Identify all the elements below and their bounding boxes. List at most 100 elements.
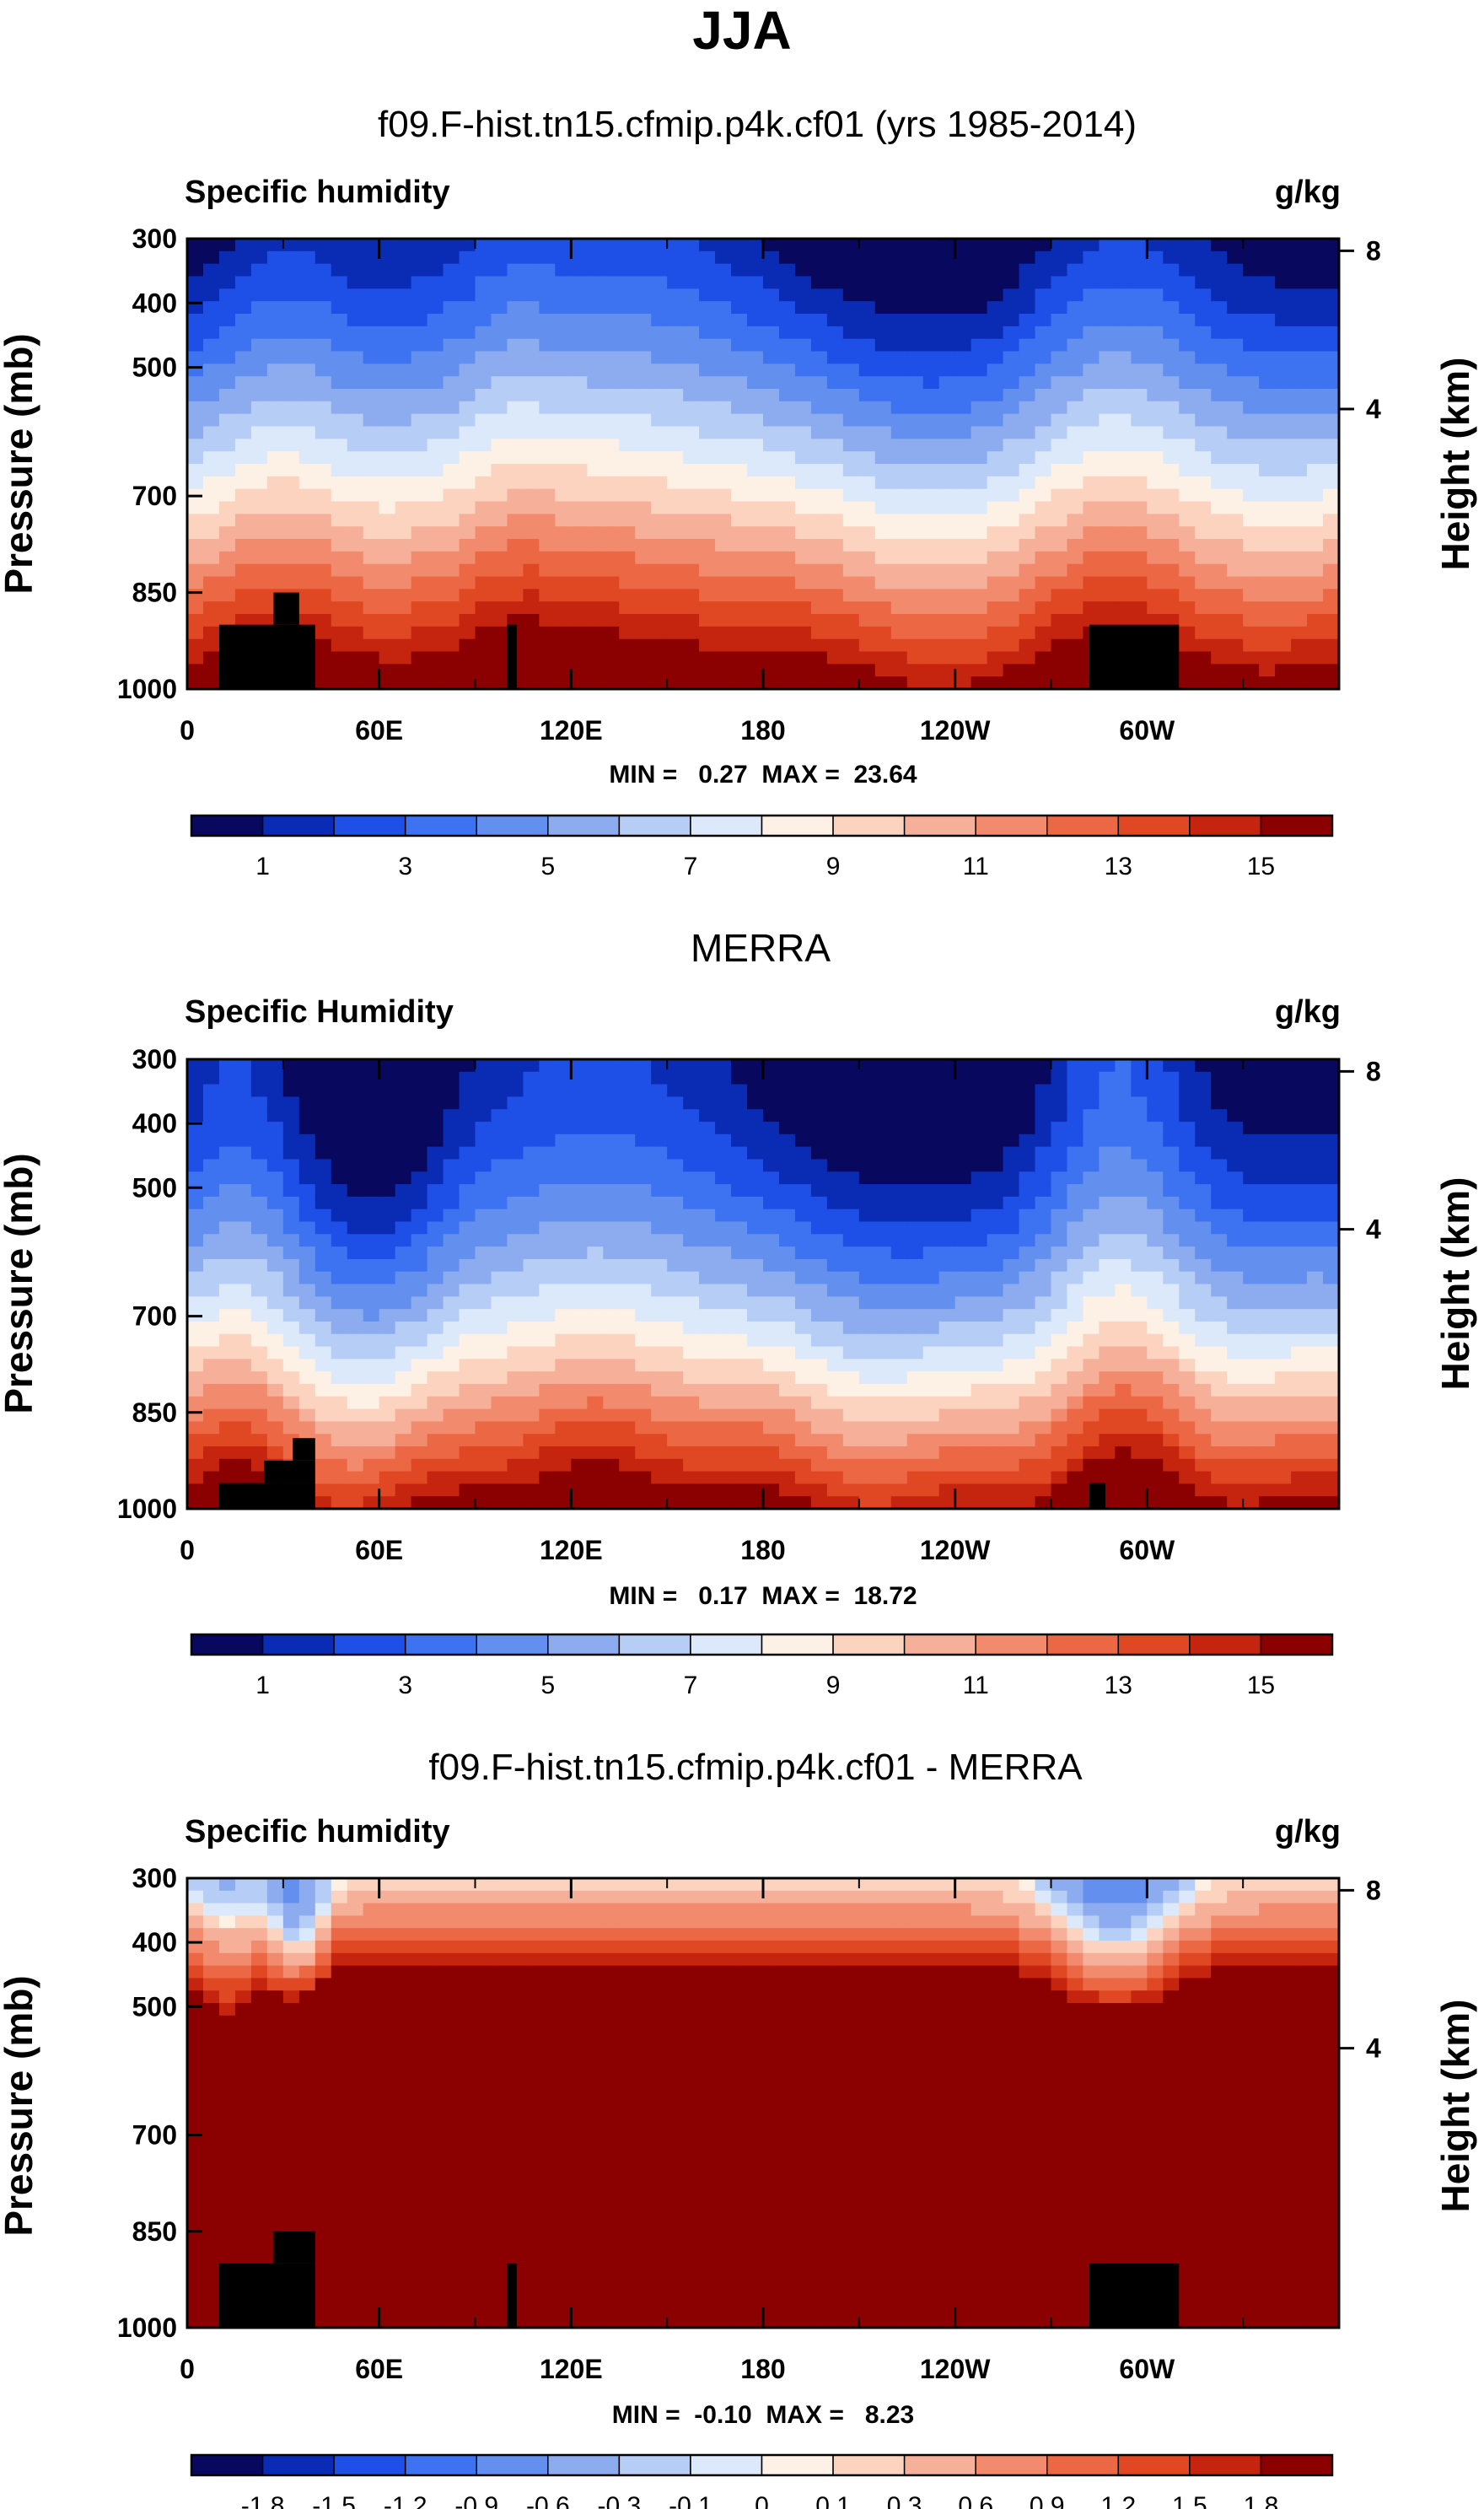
heatmap-cell [890,1184,908,1198]
heatmap-cell [1243,563,1260,578]
heatmap-cell [539,426,556,439]
heatmap-cell [347,1059,364,1073]
heatmap-cell [651,288,668,302]
heatmap-cell [1067,1446,1084,1460]
heatmap-cell [1195,501,1212,514]
heatmap-cell [715,288,732,302]
heatmap-cell [1243,301,1260,315]
heatmap-cell [747,1408,764,1422]
heatmap-cell [1051,539,1068,552]
heatmap-cell [954,526,972,540]
heatmap-cell [603,1221,620,1235]
heatmap-cell [523,276,540,289]
heatmap-cell [667,1071,684,1085]
heatmap-cell [794,1346,812,1359]
heatmap-cell [250,301,268,315]
heatmap-cell [987,488,1004,503]
heatmap-cell [363,1434,380,1447]
heatmap-cell [747,676,764,690]
heatmap-cell [331,676,348,690]
heatmap-cell [987,239,1004,252]
heatmap-cell [1019,1346,1036,1359]
heatmap-cell [683,1446,700,1460]
heatmap-cell [443,539,460,552]
heatmap-cell [683,614,700,627]
heatmap-cell [315,488,332,503]
heatmap-cell [1259,651,1276,665]
heatmap-cell [347,263,364,277]
heatmap-cell [683,1196,700,1210]
heatmap-cell [987,376,1004,390]
heatmap-cell [971,338,988,353]
heatmap-cell [1131,1133,1148,1148]
heatmap-cell [890,288,908,302]
heatmap-cell [347,1071,364,1085]
heatmap-cell [187,1196,204,1210]
heatmap-cell [778,326,796,340]
heatmap-cell [715,514,732,527]
heatmap-cell [699,1071,716,1085]
heatmap-cell [1163,1396,1180,1410]
heatmap-cell [1035,1321,1052,1335]
heatmap-cell [906,1159,924,1172]
heatmap-cell [1275,314,1292,327]
heatmap-cell [747,326,764,340]
heatmap-cell [938,614,956,627]
heatmap-cell [651,1284,668,1297]
heatmap-cell [491,1133,508,1148]
heatmap-cell [667,1122,684,1135]
heatmap-cell [187,526,204,540]
heatmap-cell [443,1359,460,1372]
heatmap-cell [715,1421,732,1435]
heatmap-cell [571,626,588,640]
heatmap-cell [971,1159,988,1172]
heatmap-cell [619,314,636,327]
heatmap-cell [1179,651,1196,665]
heatmap-cell [523,1408,540,1422]
heatmap-cell [938,1421,956,1435]
heatmap-cell [1003,389,1020,402]
heatmap-cell [427,1146,444,1160]
heatmap-cell [954,1408,972,1422]
heatmap-cell [603,626,620,640]
heatmap-cell [826,464,844,477]
heatmap-cell [187,551,204,565]
heatmap-cell [874,1209,892,1223]
heatmap-cell [427,576,444,590]
heatmap-cell [1179,1396,1196,1410]
heatmap-cell [971,1258,988,1273]
heatmap-cell [298,563,316,578]
heatmap-cell [603,1122,620,1135]
heatmap-cell [699,664,716,677]
heatmap-cell [794,1258,812,1273]
heatmap-cell [1323,351,1340,364]
heatmap-cell [234,1221,252,1235]
heatmap-cell [794,1458,812,1473]
heatmap-cell [794,1284,812,1297]
colorbar-label: 13 [1105,853,1132,880]
heatmap-cell [715,1171,732,1185]
heatmap-cell [763,476,780,490]
heatmap-cell [491,1221,508,1235]
heatmap-cell [379,563,396,578]
heatmap-cell [778,1084,796,1098]
heatmap-cell [395,1171,412,1185]
heatmap-cell [282,563,300,578]
heatmap-cell [1211,439,1228,452]
heatmap-cell [282,426,300,439]
heatmap-cell [587,1421,604,1435]
heatmap-cell [282,1296,300,1310]
heatmap-cell [1163,1483,1180,1497]
heatmap-cell [347,664,364,677]
heatmap-cell [842,426,860,439]
heatmap-cell [922,1408,940,1422]
heatmap-cell [603,1446,620,1460]
heatmap-cell [747,1096,764,1110]
heatmap-cell [523,1346,540,1359]
heatmap-cell [874,1434,892,1447]
heatmap-cell [347,426,364,439]
heatmap-cell [379,401,396,415]
heatmap-cell [1083,1471,1100,1484]
heatmap-cell [571,589,588,602]
heatmap-cell [1163,439,1180,452]
